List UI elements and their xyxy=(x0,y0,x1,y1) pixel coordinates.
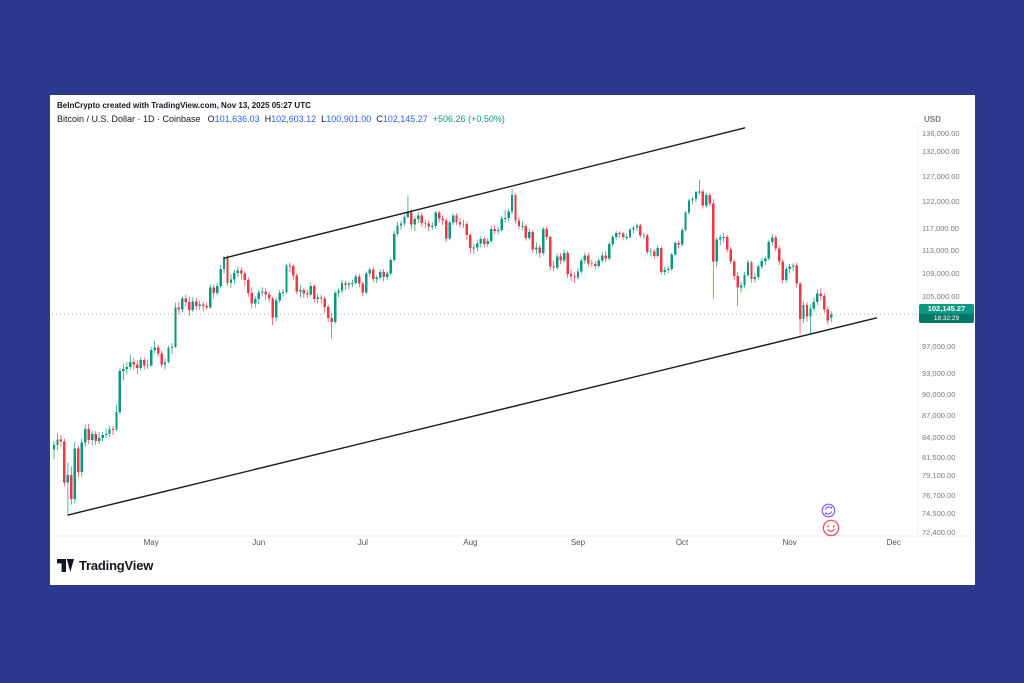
ohlc-open-value: 101,636.03 xyxy=(214,114,260,124)
price-change-value: +506.26 (+0.50%) xyxy=(432,114,505,124)
candlestick-chart-canvas[interactable] xyxy=(50,95,975,585)
last-price-badge: 102,145.27 18:32:29 xyxy=(919,303,974,324)
ohlc-high: H102,603.12 xyxy=(265,114,317,124)
tradingview-logo-text: TradingView xyxy=(79,558,154,573)
ohlc-close: C102,145.27 xyxy=(376,114,428,124)
ohlc-close-value: 102,145.27 xyxy=(382,114,428,124)
ohlc-low-value: 100,901.00 xyxy=(326,114,372,124)
chart-card: BeInCrypto created with TradingView.com,… xyxy=(50,95,975,585)
symbol-title[interactable]: Bitcoin / U.S. Dollar · 1D · Coinbase xyxy=(57,114,201,124)
ohlc-high-value: 102,603.12 xyxy=(271,114,317,124)
ohlc-low-label: L xyxy=(321,114,327,124)
tradingview-logo[interactable]: TradingView xyxy=(57,558,153,573)
symbol-legend: Bitcoin / U.S. Dollar · 1D · Coinbase O1… xyxy=(57,114,505,124)
ohlc-high-label: H xyxy=(264,114,272,124)
time-axis-label: Dec xyxy=(886,538,901,547)
time-axis-label: Oct xyxy=(675,538,689,547)
swap-arrows-sticker-icon[interactable] xyxy=(821,503,836,523)
time-axis-label: Jul xyxy=(357,538,368,547)
time-axis-label: Aug xyxy=(463,538,478,547)
time-axis[interactable]: May Jun Jul Aug Sep Oct Nov Dec xyxy=(50,538,975,550)
time-axis-label: Sep xyxy=(570,538,586,547)
tradingview-logo-icon xyxy=(57,558,74,572)
price-axis-unit: USD xyxy=(924,115,941,124)
time-axis-label: May xyxy=(143,538,159,547)
smiley-sticker-icon[interactable] xyxy=(822,519,840,542)
bar-countdown-timer: 18:32:29 xyxy=(919,314,974,324)
watermark-text: BeInCrypto created with TradingView.com,… xyxy=(57,101,311,110)
time-axis-label: Jun xyxy=(252,538,266,547)
ohlc-open-label: O xyxy=(207,114,215,124)
ohlc-close-label: C xyxy=(376,114,383,124)
ohlc-open: O101,636.03 xyxy=(208,114,260,124)
last-price-value: 102,145.27 xyxy=(927,304,966,314)
time-axis-label: Nov xyxy=(782,538,797,547)
ohlc-low: L100,901.00 xyxy=(321,114,371,124)
